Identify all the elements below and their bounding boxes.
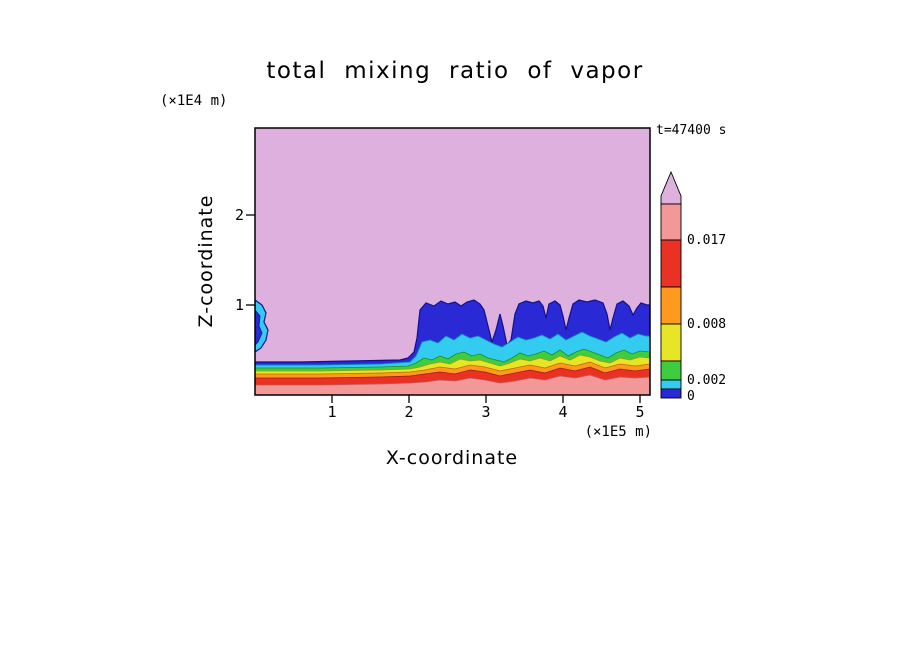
colorbar-label-0008: 0.008 <box>687 317 727 332</box>
colorbar-segment-yellow <box>660 323 682 362</box>
colorbar-label-0017: 0.017 <box>687 233 727 248</box>
colorbar-segment-green <box>660 360 682 381</box>
y-axis-label: Z-coordinate <box>195 194 217 328</box>
y-axis-ticks <box>246 214 255 306</box>
x-tick-label-2: 2 <box>404 403 414 421</box>
left-boundary-blob-blue <box>255 309 263 346</box>
x-tick-label-5: 5 <box>635 403 645 421</box>
colorbar-segment-blue <box>660 388 682 399</box>
chart-title: total mixing ratio of vapor <box>266 58 644 84</box>
time-stamp: t=47400 s <box>656 123 727 138</box>
contour-field <box>255 128 650 395</box>
colorbar-overflow-arrow <box>660 170 682 205</box>
colorbar-segment-salmon <box>660 203 682 241</box>
plot-frame <box>254 127 651 396</box>
colorbar-segment-red <box>660 239 682 288</box>
x-axis-unit: (×1E5 m) <box>584 424 652 440</box>
x-axis-ticks <box>331 395 641 403</box>
y-tick-label-2: 2 <box>234 206 244 224</box>
colorbar-segment-cyan <box>660 379 682 390</box>
x-tick-label-1: 1 <box>327 403 337 421</box>
y-tick-label-1: 1 <box>234 296 244 314</box>
colorbar-label-0: 0 <box>687 389 695 404</box>
colorbar-segment-orange <box>660 286 682 325</box>
colorbar-label-0002: 0.002 <box>687 373 727 388</box>
x-tick-label-3: 3 <box>481 403 491 421</box>
x-axis-label: X-coordinate <box>385 447 519 469</box>
y-axis-unit: (×1E4 m) <box>160 93 228 109</box>
colorbar <box>660 170 682 399</box>
x-tick-label-4: 4 <box>558 403 568 421</box>
contour-band-salmon <box>255 374 650 395</box>
